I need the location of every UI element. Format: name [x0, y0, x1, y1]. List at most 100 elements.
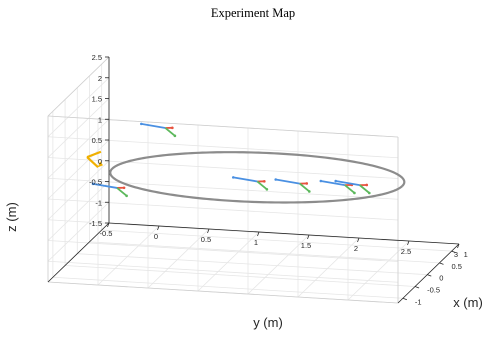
frame-z-axis: [256, 180, 268, 191]
floor-edge: [47, 222, 110, 283]
y-tick-mark: [357, 237, 360, 243]
frame-z-axis: [164, 127, 176, 137]
x-tick-mark: [402, 297, 408, 301]
axes-box: [47, 56, 460, 304]
tick-labels: -0.5 0 0.5 1 1.5 2 2.5 3-1-0.500.51-1.5-1-0.500…: [89, 53, 468, 306]
frame-z-axis-tip: [173, 134, 177, 138]
z-tick-label: 2.5: [92, 53, 102, 62]
frame-z-axis-tip: [353, 191, 356, 195]
frame-x-axis-tip: [171, 126, 174, 130]
y-tick-label: 3: [454, 250, 458, 259]
frame-z-axis: [344, 184, 356, 194]
y-tick-mark: [307, 234, 310, 240]
x-tick-mark: [439, 262, 444, 265]
frame-x-axis-tip: [365, 183, 369, 187]
y-tick-mark: [207, 228, 210, 234]
z-tick-label: 0.5: [92, 136, 102, 145]
current-pose-arrowhead: [98, 161, 104, 168]
frame-y-axis-tip: [231, 176, 235, 179]
z-axis-label: z (m): [4, 202, 19, 232]
frame-z-axis: [116, 187, 128, 197]
y-axis-line: [108, 222, 460, 245]
x-axis-line: [397, 243, 460, 304]
grid-line: [147, 228, 210, 289]
grid-line: [197, 231, 260, 292]
frame-z-axis-tip: [265, 188, 269, 191]
frame-1: [140, 122, 177, 138]
current-pose-axis: [86, 156, 99, 169]
y-tick-mark: [257, 231, 260, 237]
grid-line: [47, 160, 110, 221]
z-tick-label: 1.5: [92, 95, 102, 104]
grid-line: [47, 77, 110, 138]
frame-6: [334, 179, 371, 195]
chart-title: Experiment Map: [211, 6, 295, 20]
x-tick-mark: [451, 250, 456, 253]
frame-y-axis: [275, 178, 300, 185]
frame-y-axis: [320, 180, 345, 186]
y-tick-mark: [407, 240, 410, 246]
y-tick-label: 2.5: [401, 247, 411, 256]
x-tick-mark: [427, 274, 432, 277]
z-tick-label: 1: [98, 115, 102, 124]
current-pose-axis: [86, 150, 102, 159]
grid-line: [77, 253, 428, 276]
grid-line: [47, 201, 110, 262]
y-tick-label: 0: [154, 232, 158, 241]
trajectory-layer: [109, 151, 406, 204]
x-tick-mark: [414, 286, 420, 289]
frame-y-axis-tip: [91, 182, 95, 186]
frame-y-axis: [233, 176, 258, 183]
frame-z-axis-tip: [125, 194, 128, 198]
frame-z-axis: [299, 182, 310, 193]
frame-x-axis-tip: [263, 180, 266, 183]
z-tick-label: 2: [98, 74, 102, 83]
frame-y-axis: [141, 122, 166, 129]
frame-4: [274, 178, 311, 193]
grid-line: [47, 98, 110, 158]
z-tick-label: 0: [98, 157, 102, 166]
frame-z-axis-tip: [308, 190, 311, 193]
grid-line: [101, 229, 452, 252]
y-axis-label: y (m): [253, 315, 283, 330]
z-tick-label: -1: [95, 198, 102, 207]
x-axis-label: x (m): [453, 295, 483, 310]
frame-z-axis: [359, 184, 370, 194]
x-tick-label: 1: [464, 250, 468, 259]
y-tick-mark: [457, 243, 460, 249]
y-tick-label: 1: [254, 238, 258, 247]
frame-x-axis-tip: [122, 186, 126, 190]
x-tick-label: 0.5: [451, 262, 461, 271]
frame-2: [91, 182, 128, 198]
x-tick-label: -1: [415, 297, 422, 306]
y-tick-mark: [107, 222, 110, 228]
grid-line: [47, 240, 399, 262]
grid-line: [47, 260, 399, 283]
frame-y-axis-tip: [334, 179, 338, 183]
y-tick-label: -0.5: [100, 229, 113, 238]
grid-line: [347, 240, 410, 301]
box-edge: [47, 281, 399, 304]
frame-x-axis-tip: [305, 182, 309, 185]
frames-layer: [86, 122, 371, 198]
grid-line: [65, 265, 416, 287]
x-tick-label: 0: [439, 274, 443, 283]
current-pose-frame: [86, 150, 104, 169]
grid-line: [47, 139, 110, 200]
frame-y-axis-tip: [319, 179, 323, 183]
y-tick-label: 1.5: [301, 241, 311, 250]
grid-line: [89, 241, 440, 264]
frame-z-axis-tip: [368, 191, 371, 195]
box-edge: [47, 56, 110, 117]
grid-line: [97, 225, 160, 286]
frame-y-axis: [92, 182, 118, 189]
x-tick-label: -0.5: [427, 285, 440, 294]
z-tick-label: -0.5: [89, 178, 102, 187]
frame-3: [231, 176, 269, 191]
trajectory-path: [109, 151, 406, 204]
grid-line: [247, 234, 310, 295]
grid-line: [52, 276, 403, 299]
frame-y-axis: [335, 180, 360, 187]
y-tick-label: 0.5: [201, 235, 211, 244]
